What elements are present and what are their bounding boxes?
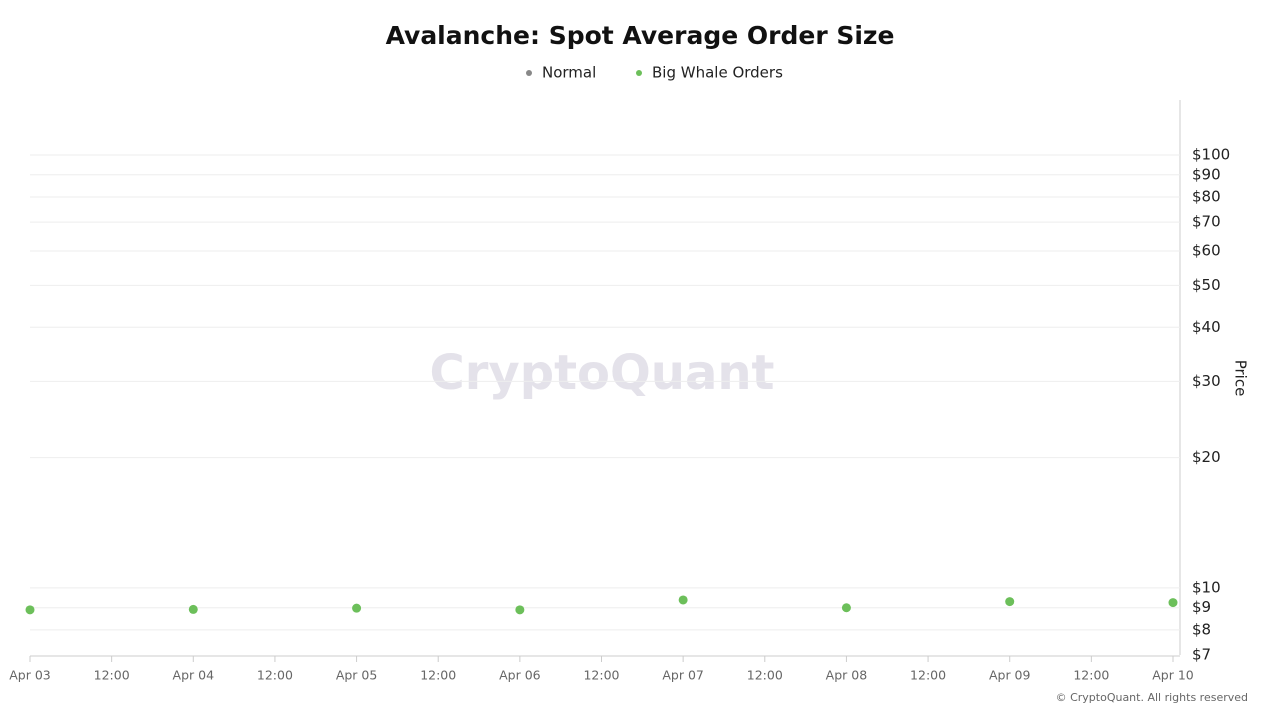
point (188, 604, 198, 614)
x-tick-label: Apr 08 (826, 668, 868, 683)
x-tick-label: 12:00 (420, 668, 456, 683)
y-tick-label: $10 (1192, 578, 1221, 596)
y-tick-label: $50 (1192, 276, 1221, 294)
x-tick-label: Apr 06 (499, 668, 541, 683)
point (678, 595, 688, 605)
x-tick-label: 12:00 (747, 668, 783, 683)
y-tick-label: $100 (1192, 146, 1230, 164)
point (352, 603, 362, 613)
point (515, 605, 525, 615)
y-tick-label: $30 (1192, 372, 1221, 390)
legend-label: Big Whale Orders (652, 64, 783, 82)
point (1168, 598, 1178, 608)
y-axis-label: Price (1232, 360, 1250, 397)
x-tick-label: 12:00 (583, 668, 619, 683)
chart-title: Avalanche: Spot Average Order Size (386, 21, 895, 50)
x-tick-label: Apr 10 (1152, 668, 1194, 683)
point (841, 603, 851, 613)
footer: © CryptoQuant. All rights reserved (1056, 691, 1248, 704)
x-tick-label: Apr 09 (989, 668, 1031, 683)
point (1005, 597, 1015, 607)
y-tick-label: $80 (1192, 187, 1221, 205)
y-tick-label: $9 (1192, 598, 1211, 616)
x-tick-label: 12:00 (257, 668, 293, 683)
x-tick-label: Apr 05 (336, 668, 378, 683)
y-tick-label: $70 (1192, 213, 1221, 231)
x-tick-label: Apr 04 (173, 668, 215, 683)
legend-marker (526, 70, 532, 76)
x-tick-label: 12:00 (910, 668, 946, 683)
y-tick-label: $20 (1192, 448, 1221, 466)
watermark: CryptoQuant (430, 345, 775, 401)
legend-marker (636, 70, 642, 76)
y-tick-label: $8 (1192, 620, 1211, 638)
point (25, 605, 35, 615)
x-tick-label: Apr 03 (9, 668, 51, 683)
legend-label: Normal (542, 64, 596, 82)
y-tick-label: $90 (1192, 165, 1221, 183)
x-tick-label: Apr 07 (662, 668, 704, 683)
x-tick-label: 12:00 (94, 668, 130, 683)
x-tick-label: 12:00 (1073, 668, 1109, 683)
y-tick-label: $7 (1192, 646, 1211, 664)
y-tick-label: $60 (1192, 242, 1221, 260)
y-tick-label: $40 (1192, 318, 1221, 336)
